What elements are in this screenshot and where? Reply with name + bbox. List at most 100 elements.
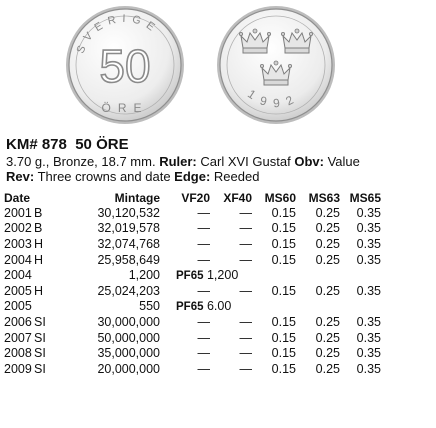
cell-mint-mark: H	[34, 236, 44, 251]
cell-vf20: —	[197, 221, 211, 236]
cell-mint-mark: SI	[34, 314, 46, 329]
catalog-heading: KM# 878 50 ÖRE	[6, 136, 129, 153]
specs-text: 3.70 g., Bronze, 18.7 mm.	[6, 154, 156, 169]
cell-ms60: 0.15	[271, 330, 296, 345]
edge-label: Edge:	[174, 169, 211, 184]
table-row: 2004 1,200 PF65 1,200	[4, 267, 381, 283]
cell-ms65: 0.35	[356, 346, 381, 361]
cell-mintage: 25,024,203	[97, 283, 160, 298]
table-row: 2006 SI 30,000,000 — — 0.15 0.25 0.35	[4, 314, 381, 330]
cell-mint-mark: SI	[34, 346, 46, 361]
cell-ms60: 0.15	[271, 346, 296, 361]
cell-date: 2009	[4, 361, 32, 376]
cell-mintage: 50,000,000	[97, 330, 160, 345]
cell-date: 2003	[4, 236, 32, 251]
reverse-label: Rev:	[6, 169, 35, 184]
cell-ms63: 0.25	[315, 283, 340, 298]
cell-ms63: 0.25	[315, 236, 340, 251]
cell-xf40: —	[239, 361, 253, 376]
cell-mint-mark: SI	[34, 361, 46, 376]
cell-ms60: 0.15	[271, 314, 296, 329]
coin-reverse-image: 1992	[215, 4, 337, 126]
header-ms65: MS65	[349, 190, 381, 205]
cell-xf40: —	[239, 346, 253, 361]
cell-ms63: 0.25	[315, 221, 340, 236]
coin-obverse-drawing: SVERIGE 50 ÖRE	[66, 6, 184, 124]
cell-mintage: 25,958,649	[97, 252, 160, 267]
cell-date: 2004	[4, 268, 32, 283]
edge-value: Reeded	[213, 169, 260, 184]
cell-date: 2004	[4, 252, 32, 267]
cell-mint-mark: B	[34, 221, 43, 236]
header-mintage: Mintage	[114, 190, 160, 205]
proof-price-value: 6.00	[206, 299, 232, 314]
header-ms60: MS60	[264, 190, 296, 205]
table-row: 2009 SI 20,000,000 — — 0.15 0.25 0.35	[4, 361, 381, 377]
cell-vf20: —	[197, 330, 211, 345]
table-row: 2001 B 30,120,532 — — 0.15 0.25 0.35	[4, 205, 381, 221]
table-row: 2005 550 PF65 6.00	[4, 299, 381, 315]
denomination: 50 ÖRE	[75, 136, 129, 153]
cell-ms63: 0.25	[315, 361, 340, 376]
cell-ms63: 0.25	[315, 314, 340, 329]
cell-xf40: —	[239, 314, 253, 329]
cell-ms60: 0.15	[271, 361, 296, 376]
obverse-value: Value	[327, 154, 360, 169]
cell-vf20: —	[197, 314, 211, 329]
coin-value-numeral: 50	[99, 40, 150, 92]
header-ms63: MS63	[308, 190, 340, 205]
cell-vf20: —	[197, 361, 211, 376]
cell-mint-mark: B	[34, 205, 43, 220]
cell-ms65: 0.35	[356, 252, 381, 267]
cell-ms65: 0.35	[356, 221, 381, 236]
cell-mintage: 20,000,000	[97, 361, 160, 376]
header-vf20: VF20	[181, 190, 210, 205]
cell-date: 2001	[4, 205, 32, 220]
cell-mint-mark: H	[34, 252, 44, 267]
obverse-label: Obv:	[294, 154, 324, 169]
cell-vf20: —	[197, 346, 211, 361]
cell-mintage: 32,019,578	[97, 221, 160, 236]
header-date: Date	[4, 190, 31, 205]
cell-mintage: 35,000,000	[97, 346, 160, 361]
cell-mintage: 32,074,768	[97, 236, 160, 251]
cell-xf40: —	[239, 283, 253, 298]
coin-obverse-image: SVERIGE 50 ÖRE	[64, 4, 186, 126]
cell-date: 2002	[4, 221, 32, 236]
coin-specs-line: 3.70 g., Bronze, 18.7 mm. Ruler: Carl XV…	[6, 154, 360, 169]
table-row: 2003 H 32,074,768 — — 0.15 0.25 0.35	[4, 236, 381, 252]
cell-date: 2005	[4, 299, 32, 314]
cell-ms60: 0.15	[271, 205, 296, 220]
cell-mintage: 30,000,000	[97, 314, 160, 329]
cell-mint-mark: H	[34, 283, 44, 298]
table-row: 2002 B 32,019,578 — — 0.15 0.25 0.35	[4, 221, 381, 237]
cell-ms63: 0.25	[315, 346, 340, 361]
cell-ms60: 0.15	[271, 283, 296, 298]
cell-ms65: 0.35	[356, 361, 381, 376]
cell-ms65: 0.35	[356, 205, 381, 220]
header-mint-mark	[34, 190, 74, 205]
cell-ms65: 0.35	[356, 330, 381, 345]
table-row: 2004 H 25,958,649 — — 0.15 0.25 0.35	[4, 252, 381, 268]
cell-ms65: 0.35	[356, 236, 381, 251]
cell-mintage: 550	[139, 299, 160, 314]
cell-ms63: 0.25	[315, 330, 340, 345]
ruler-value: Carl XVI Gustaf	[200, 154, 291, 169]
reverse-value: Three crowns and date	[37, 169, 171, 184]
cell-ms63: 0.25	[315, 205, 340, 220]
cell-xf40: —	[239, 221, 253, 236]
mintage-price-table: Date Mintage VF20 XF40 MS60 MS63 MS65 20…	[4, 190, 381, 377]
cell-mint-mark	[34, 267, 74, 283]
ruler-label: Ruler:	[159, 154, 197, 169]
cell-vf20: —	[197, 283, 211, 298]
cell-proof-price: PF65 6.00	[160, 299, 381, 315]
cell-xf40: —	[239, 236, 253, 251]
table-header-row: Date Mintage VF20 XF40 MS60 MS63 MS65	[4, 190, 381, 205]
header-xf40: XF40	[223, 190, 252, 205]
cell-ms60: 0.15	[271, 252, 296, 267]
coin-reverse-drawing: 1992	[217, 6, 335, 124]
table-row: 2008 SI 35,000,000 — — 0.15 0.25 0.35	[4, 345, 381, 361]
cell-proof-price: PF65 1,200	[160, 267, 381, 283]
proof-grade-label: PF65	[176, 301, 204, 314]
cell-vf20: —	[197, 236, 211, 251]
